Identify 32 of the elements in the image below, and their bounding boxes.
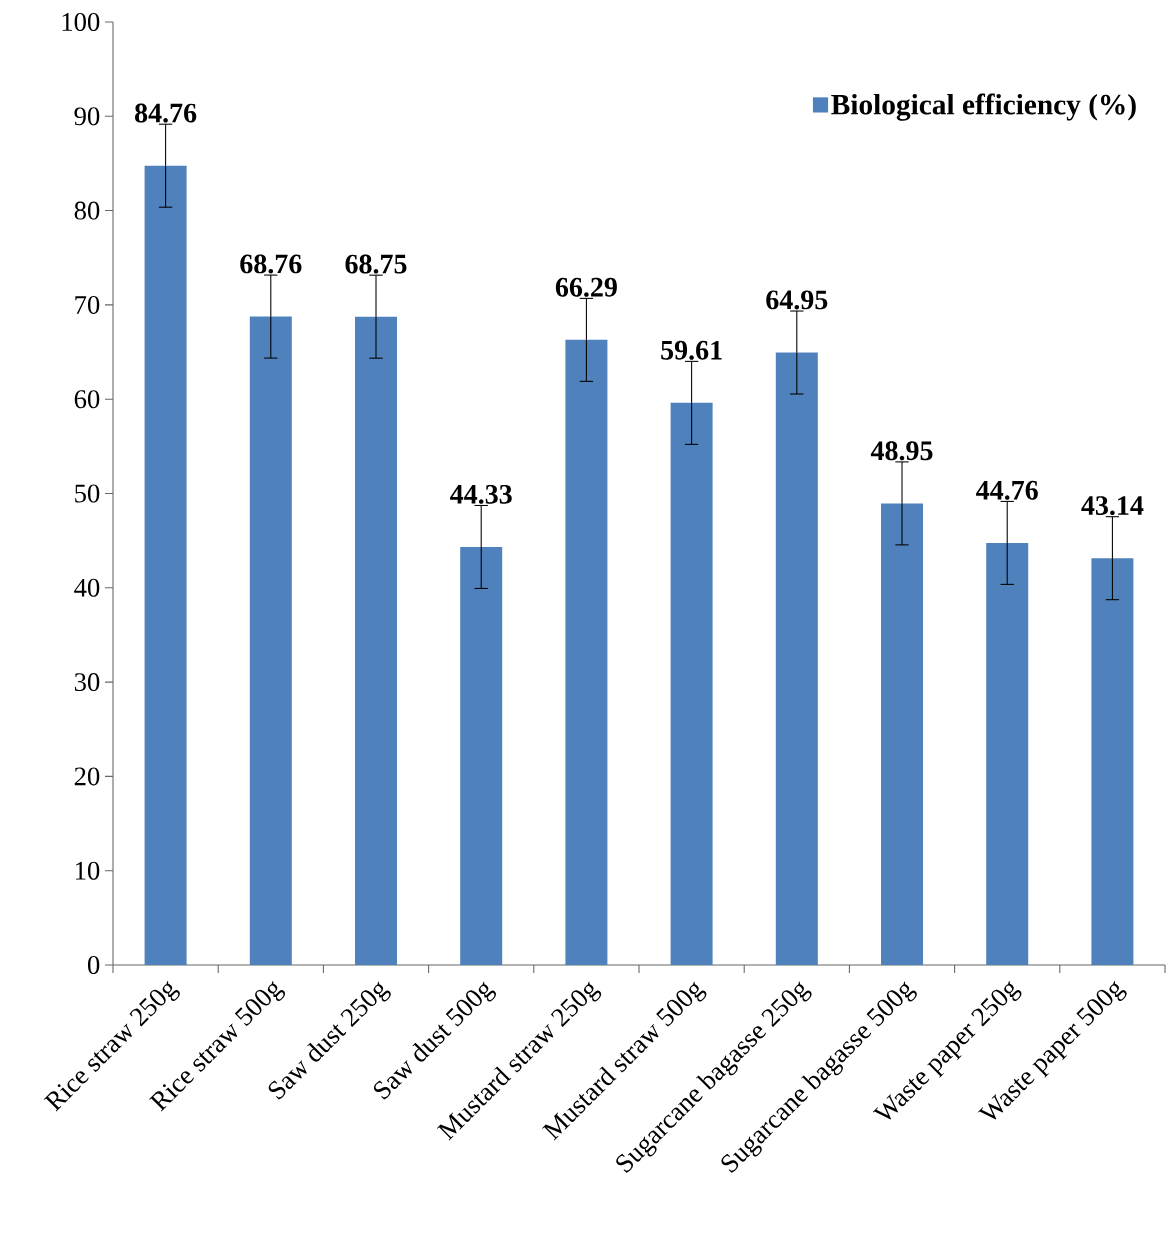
legend-label: Biological efficiency (%) xyxy=(831,93,1136,121)
y-tick-label: 30 xyxy=(74,673,100,692)
data-label: 48.95 xyxy=(870,441,933,461)
data-label: 68.75 xyxy=(345,254,407,274)
data-label: 44.76 xyxy=(976,480,1038,500)
bar xyxy=(775,352,818,965)
bar xyxy=(1091,558,1134,965)
data-label: 44.33 xyxy=(450,484,512,504)
bar xyxy=(986,542,1029,965)
y-tick-label: 40 xyxy=(74,578,100,597)
data-label: 84.76 xyxy=(135,103,197,123)
data-label: 43.14 xyxy=(1081,496,1144,516)
bar xyxy=(460,546,503,965)
bar xyxy=(670,402,713,965)
bar xyxy=(249,316,292,965)
y-tick-label: 70 xyxy=(75,295,100,314)
bar xyxy=(144,165,187,965)
y-tick-label: 90 xyxy=(74,107,100,126)
y-tick-label: 80 xyxy=(74,201,100,220)
bar xyxy=(355,316,397,965)
data-label: 66.29 xyxy=(555,277,617,297)
y-tick-label: 0 xyxy=(87,956,100,974)
data-label: 64.95 xyxy=(766,290,828,310)
y-tick-label: 20 xyxy=(74,767,100,786)
bar xyxy=(565,339,608,965)
y-tick-label: 60 xyxy=(74,390,100,409)
data-label: 68.76 xyxy=(240,254,302,274)
y-tick-label: 10 xyxy=(75,861,100,880)
y-tick-label: 50 xyxy=(75,484,100,503)
bar xyxy=(881,503,924,965)
data-label: 59.61 xyxy=(661,340,722,360)
y-tick-label: 100 xyxy=(62,12,100,31)
